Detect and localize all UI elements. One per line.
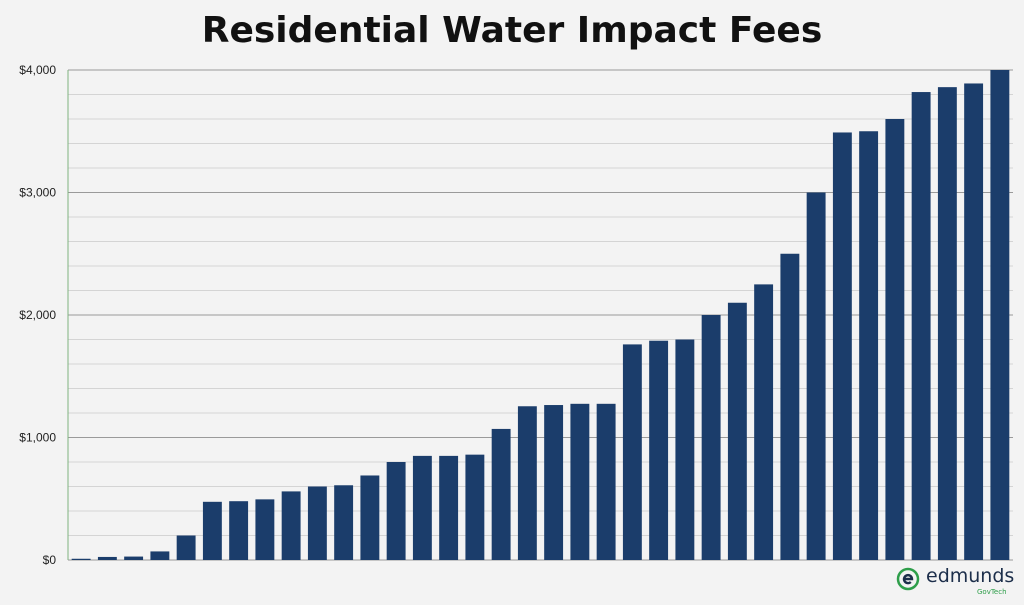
bar	[754, 284, 774, 561]
gridlines	[68, 69, 1013, 561]
y-tick-label: $1,000	[19, 431, 56, 445]
bar	[491, 428, 511, 560]
bar	[622, 344, 642, 560]
bar	[885, 119, 905, 560]
bars	[71, 70, 1010, 561]
bar	[124, 556, 144, 560]
bar	[964, 83, 984, 560]
edmunds-logo: edmunds GovTech	[896, 565, 1014, 599]
bar	[439, 455, 459, 561]
y-tick-label: $2,000	[19, 308, 56, 322]
bar	[780, 253, 800, 560]
edmunds-e-icon	[896, 567, 920, 591]
logo-wordmark: edmunds	[926, 565, 1015, 587]
bar	[937, 87, 957, 561]
bar	[412, 455, 432, 561]
bar	[911, 92, 931, 561]
bar	[202, 501, 222, 560]
bar	[386, 462, 406, 560]
bar	[255, 499, 275, 560]
bar	[465, 454, 485, 560]
bar	[307, 486, 327, 560]
bar	[990, 70, 1010, 560]
y-tick-label: $4,000	[19, 63, 56, 77]
bar	[701, 315, 721, 560]
bar	[281, 491, 301, 560]
bar	[649, 340, 669, 560]
bar	[150, 551, 170, 560]
bar	[71, 558, 91, 560]
bar	[334, 485, 354, 560]
chart-title: Residential Water Impact Fees	[201, 10, 823, 51]
logo-subtitle: GovTech	[977, 588, 1007, 596]
bar	[544, 405, 564, 560]
y-axis: $0 $1,000 $2,000 $3,000 $4,000	[19, 63, 69, 567]
bar	[596, 403, 616, 560]
bar	[832, 132, 852, 560]
bar	[360, 475, 380, 560]
bar	[97, 556, 117, 560]
bar	[675, 339, 695, 560]
bar	[176, 535, 196, 560]
bar	[517, 406, 537, 560]
y-tick-label: $0	[43, 553, 57, 567]
bar	[806, 192, 826, 560]
bar	[570, 403, 590, 560]
y-tick-label: $3,000	[19, 186, 56, 200]
bar	[859, 131, 879, 560]
bar	[229, 501, 249, 560]
bar	[727, 302, 747, 560]
